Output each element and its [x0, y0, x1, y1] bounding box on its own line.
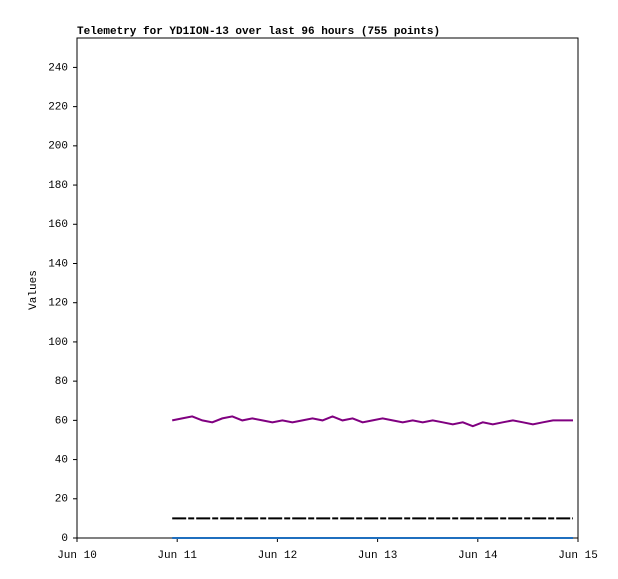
- y-axis-label: Values: [28, 270, 40, 310]
- y-tick-label: 200: [48, 141, 68, 153]
- y-tick-label: 160: [48, 219, 68, 231]
- chart-title: Telemetry for YD1ION-13 over last 96 hou…: [77, 26, 440, 38]
- y-tick-label: 80: [55, 376, 68, 388]
- x-tick-label: Jun 15: [558, 550, 598, 562]
- y-tick-label: 240: [48, 62, 68, 74]
- x-tick-label: Jun 12: [258, 550, 298, 562]
- x-tick-label: Jun 10: [57, 550, 97, 562]
- series-line: [172, 415, 573, 428]
- y-tick-label: 100: [48, 337, 68, 349]
- y-tick-label: 140: [48, 258, 68, 270]
- y-tick-label: 60: [55, 415, 68, 427]
- x-tick-label: Jun 11: [157, 550, 197, 562]
- x-tick-label: Jun 14: [458, 550, 498, 562]
- y-tick-label: 0: [61, 533, 68, 545]
- y-tick-label: 180: [48, 180, 68, 192]
- plot-frame: [76, 37, 579, 539]
- y-tick-label: 120: [48, 298, 68, 310]
- y-tick-label: 20: [55, 494, 68, 506]
- x-tick-label: Jun 13: [358, 550, 398, 562]
- y-tick-label: 40: [55, 454, 68, 466]
- y-tick-label: 220: [48, 102, 68, 114]
